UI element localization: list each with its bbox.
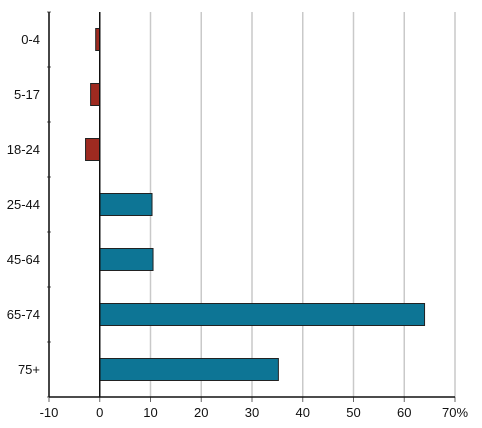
x-tick-label: 60 bbox=[397, 405, 411, 420]
y-category-label: 75+ bbox=[18, 362, 40, 377]
x-tick-label: 30 bbox=[245, 405, 259, 420]
bar-18-24 bbox=[85, 138, 101, 161]
bars bbox=[85, 28, 426, 381]
x-tick-label: 10 bbox=[143, 405, 157, 420]
x-tick-label: 50 bbox=[346, 405, 360, 420]
bar-25-44 bbox=[99, 193, 153, 216]
x-tick-label: 0 bbox=[96, 405, 103, 420]
y-category-label: 18-24 bbox=[7, 142, 40, 157]
y-category-label: 45-64 bbox=[7, 252, 40, 267]
x-tick-label: -10 bbox=[40, 405, 59, 420]
bar-75+ bbox=[99, 358, 279, 381]
x-tick-label: 20 bbox=[194, 405, 208, 420]
y-category-label: 65-74 bbox=[7, 307, 40, 322]
y-category-label: 0-4 bbox=[21, 32, 40, 47]
axes bbox=[47, 11, 456, 402]
grid bbox=[48, 12, 456, 397]
bar-65-74 bbox=[99, 303, 426, 326]
tick-labels: -10 0 10 20 30 40 50 60 70% 0-4 5-17 18-24 25-44 45-6… bbox=[7, 32, 469, 420]
bar-45-64 bbox=[99, 248, 154, 271]
x-tick-label: 70% bbox=[442, 405, 468, 420]
x-tick-label: 40 bbox=[296, 405, 310, 420]
y-category-label: 5-17 bbox=[14, 87, 40, 102]
bar-5-17 bbox=[90, 83, 101, 106]
y-category-label: 25-44 bbox=[7, 197, 40, 212]
